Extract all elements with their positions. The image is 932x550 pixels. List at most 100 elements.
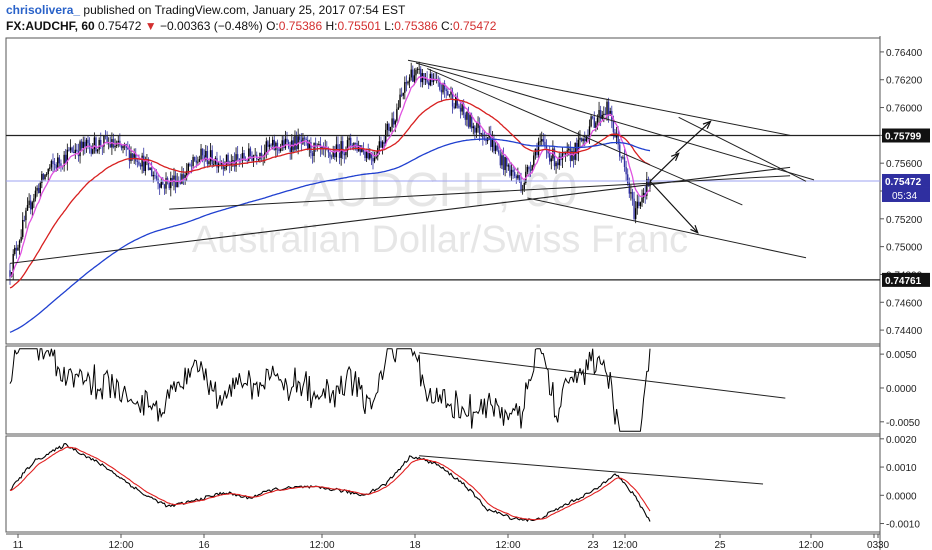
candle-body xyxy=(162,181,164,185)
candle-body xyxy=(149,167,151,171)
candle-body xyxy=(558,156,560,166)
candle-body xyxy=(122,146,124,149)
candle-body xyxy=(144,159,147,172)
price-tick-label: 0.75600 xyxy=(886,159,923,170)
candle-body xyxy=(187,163,190,171)
candle-body xyxy=(279,146,282,152)
candle-body xyxy=(213,163,215,165)
candle-body xyxy=(442,83,444,93)
publish-info: published on TradingView.com, January 25… xyxy=(83,3,406,17)
candle-body xyxy=(109,142,111,148)
candle-body xyxy=(208,161,210,165)
candle-body xyxy=(439,80,441,90)
candle-body xyxy=(556,162,559,166)
candle-body xyxy=(150,167,153,177)
candle-body xyxy=(189,163,191,166)
candle-body xyxy=(642,192,645,198)
candle-body xyxy=(182,174,185,179)
candle-body xyxy=(22,219,24,237)
candle-body xyxy=(57,157,59,169)
price-trendline xyxy=(9,166,791,264)
candle-body xyxy=(219,163,221,165)
candle-body xyxy=(33,198,35,203)
price-trendline xyxy=(415,62,815,181)
candle-body xyxy=(587,136,589,138)
candle-body xyxy=(209,150,212,162)
candle-body xyxy=(343,153,346,156)
candle-body xyxy=(198,159,201,162)
osc-tick-label: 0.0000 xyxy=(886,384,917,395)
candle-body xyxy=(268,144,271,147)
candle-body xyxy=(381,141,384,148)
macd-tick-label: 0.0010 xyxy=(886,463,917,474)
candle-body xyxy=(420,68,422,83)
candle-body xyxy=(440,89,443,93)
candle-body xyxy=(609,110,611,116)
candle-body xyxy=(305,138,307,140)
chart-canvas[interactable]: AUDCHF, 60 Australian Dollar/Swiss Franc… xyxy=(0,36,932,550)
candle-body xyxy=(63,154,65,166)
time-tick-label: 12:00 xyxy=(495,540,520,550)
candle-body xyxy=(329,152,331,157)
candle-body xyxy=(284,138,287,149)
overlays-group xyxy=(6,59,880,523)
candle-body xyxy=(580,137,583,142)
candle-body xyxy=(166,178,169,181)
candle-body xyxy=(314,142,317,147)
candle-body xyxy=(163,184,166,189)
candle-body xyxy=(302,137,304,144)
candle-body xyxy=(367,151,369,159)
candle-body xyxy=(58,157,61,164)
candle-body xyxy=(561,153,564,160)
candle-body xyxy=(23,219,26,221)
candle-body xyxy=(139,164,142,167)
candle-body xyxy=(598,110,600,118)
candle-body xyxy=(289,147,291,152)
ema-slow-line xyxy=(9,138,651,333)
candle-body xyxy=(327,149,330,153)
candle-body xyxy=(100,139,102,147)
candle-body xyxy=(496,145,498,151)
candle-body xyxy=(619,144,621,157)
candle-body xyxy=(345,150,347,156)
candle-body xyxy=(568,148,570,151)
support-price-label: 0.74761 xyxy=(885,276,922,287)
candle-body xyxy=(402,92,404,96)
candle-body xyxy=(628,183,631,194)
candle-body xyxy=(361,148,363,153)
osc-tick-label: -0.0050 xyxy=(886,418,920,429)
candle-body xyxy=(214,158,217,164)
watermark-name: Australian Dollar/Swiss Franc xyxy=(192,219,688,261)
price-tick-label: 0.76000 xyxy=(886,104,923,115)
candle-body xyxy=(98,139,100,150)
candle-body xyxy=(612,121,615,133)
candle-body xyxy=(131,153,134,158)
forecast-arrow xyxy=(649,180,699,234)
candle-body xyxy=(69,147,72,151)
candle-body xyxy=(385,129,387,145)
resistance-price-label: 0.75799 xyxy=(885,132,922,143)
low-label: L: xyxy=(384,19,395,33)
candle-body xyxy=(346,140,349,151)
author-link[interactable]: chrisolivera_ xyxy=(6,3,81,17)
candle-body xyxy=(337,144,339,149)
price-tick-label: 0.75200 xyxy=(886,215,923,226)
candle-body xyxy=(117,140,119,144)
candle-body xyxy=(428,82,430,86)
candle-body xyxy=(394,120,396,125)
candle-body xyxy=(472,126,474,129)
candle-body xyxy=(18,240,21,248)
candle-body xyxy=(507,165,510,167)
last-price-label: 0.75472 xyxy=(885,177,922,188)
candle-body xyxy=(221,162,223,165)
countdown-label: 05:34 xyxy=(892,191,917,202)
candle-body xyxy=(607,101,610,116)
candle-body xyxy=(85,139,88,147)
candle-body xyxy=(432,78,435,83)
candle-body xyxy=(526,166,529,172)
candle-body xyxy=(491,139,494,147)
candle-body xyxy=(639,202,642,206)
candle-body xyxy=(193,157,196,161)
symbol-label[interactable]: FX:AUDCHF, 60 xyxy=(6,19,95,33)
candle-body xyxy=(529,169,532,171)
